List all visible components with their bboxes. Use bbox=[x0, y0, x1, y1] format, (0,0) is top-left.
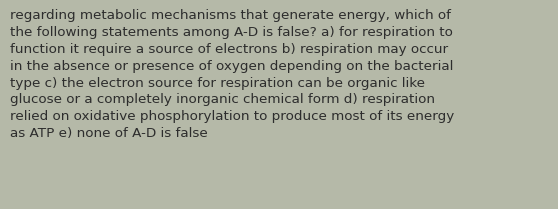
Text: regarding metabolic mechanisms that generate energy, which of
the following stat: regarding metabolic mechanisms that gene… bbox=[10, 9, 454, 140]
